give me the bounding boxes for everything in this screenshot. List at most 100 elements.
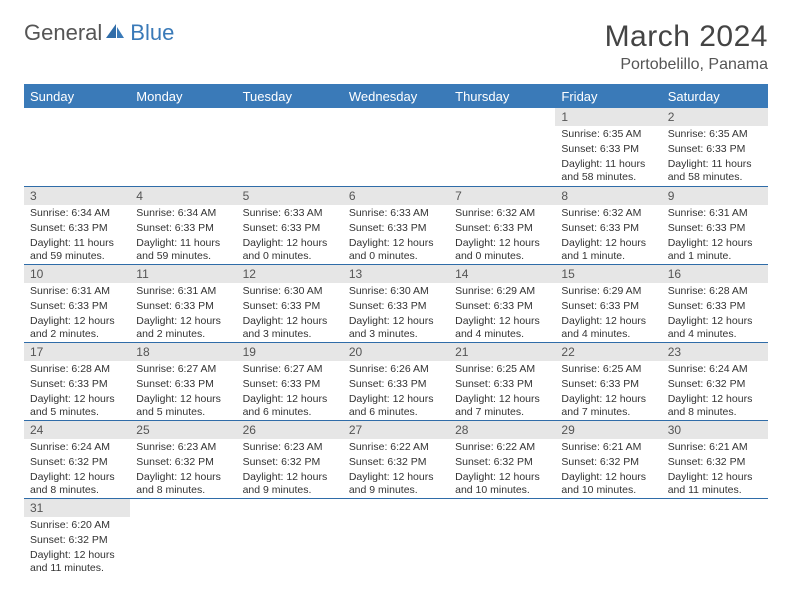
weekday-header: Wednesday [343,84,449,108]
daylight-text: Daylight: 12 hours and 7 minutes. [555,391,661,419]
daylight-text: Daylight: 12 hours and 5 minutes. [24,391,130,419]
daylight-text: Daylight: 12 hours and 8 minutes. [24,469,130,497]
day-number: 5 [237,187,343,205]
calendar-cell: 6Sunrise: 6:33 AMSunset: 6:33 PMDaylight… [343,186,449,264]
day-number [237,108,343,126]
calendar-cell: 30Sunrise: 6:21 AMSunset: 6:32 PMDayligh… [662,420,768,498]
day-number [343,499,449,517]
daylight-text: Daylight: 12 hours and 7 minutes. [449,391,555,419]
day-number [24,108,130,126]
day-number: 18 [130,343,236,361]
sunrise-text: Sunrise: 6:24 AM [24,439,130,454]
sunset-text: Sunset: 6:33 PM [449,376,555,391]
sunset-text: Sunset: 6:33 PM [130,220,236,235]
sunset-text: Sunset: 6:33 PM [130,298,236,313]
day-number: 4 [130,187,236,205]
daylight-text: Daylight: 12 hours and 3 minutes. [343,313,449,341]
sunset-text: Sunset: 6:33 PM [343,298,449,313]
sunset-text: Sunset: 6:32 PM [343,454,449,469]
calendar-cell: 23Sunrise: 6:24 AMSunset: 6:32 PMDayligh… [662,342,768,420]
sunrise-text: Sunrise: 6:31 AM [24,283,130,298]
calendar-cell [237,108,343,186]
calendar-week-row: 24Sunrise: 6:24 AMSunset: 6:32 PMDayligh… [24,420,768,498]
day-number [343,108,449,126]
daylight-text: Daylight: 11 hours and 58 minutes. [555,156,661,184]
day-number: 2 [662,108,768,126]
location-label: Portobelillo, Panama [605,56,768,74]
sunrise-text: Sunrise: 6:25 AM [555,361,661,376]
sunset-text: Sunset: 6:33 PM [24,376,130,391]
day-number [662,499,768,517]
calendar-cell: 18Sunrise: 6:27 AMSunset: 6:33 PMDayligh… [130,342,236,420]
day-number: 14 [449,265,555,283]
daylight-text: Daylight: 12 hours and 1 minute. [555,235,661,263]
day-number [237,499,343,517]
sunset-text: Sunset: 6:33 PM [449,298,555,313]
header: General Blue March 2024 Portobelillo, Pa… [24,20,768,74]
calendar-cell: 27Sunrise: 6:22 AMSunset: 6:32 PMDayligh… [343,420,449,498]
calendar-cell: 15Sunrise: 6:29 AMSunset: 6:33 PMDayligh… [555,264,661,342]
weekday-header-row: Sunday Monday Tuesday Wednesday Thursday… [24,84,768,108]
calendar-cell: 8Sunrise: 6:32 AMSunset: 6:33 PMDaylight… [555,186,661,264]
sunset-text: Sunset: 6:33 PM [662,141,768,156]
daylight-text: Daylight: 12 hours and 0 minutes. [343,235,449,263]
calendar-week-row: 1Sunrise: 6:35 AMSunset: 6:33 PMDaylight… [24,108,768,186]
sunset-text: Sunset: 6:32 PM [449,454,555,469]
calendar-cell: 1Sunrise: 6:35 AMSunset: 6:33 PMDaylight… [555,108,661,186]
sunrise-text: Sunrise: 6:31 AM [130,283,236,298]
daylight-text: Daylight: 12 hours and 10 minutes. [555,469,661,497]
sunset-text: Sunset: 6:33 PM [24,298,130,313]
day-number: 24 [24,421,130,439]
sunrise-text: Sunrise: 6:29 AM [449,283,555,298]
daylight-text: Daylight: 12 hours and 4 minutes. [449,313,555,341]
sunrise-text: Sunrise: 6:34 AM [24,205,130,220]
calendar-cell: 31Sunrise: 6:20 AMSunset: 6:32 PMDayligh… [24,498,130,576]
daylight-text: Daylight: 12 hours and 2 minutes. [130,313,236,341]
calendar-cell: 10Sunrise: 6:31 AMSunset: 6:33 PMDayligh… [24,264,130,342]
day-number: 15 [555,265,661,283]
sunrise-text: Sunrise: 6:32 AM [555,205,661,220]
daylight-text: Daylight: 11 hours and 59 minutes. [24,235,130,263]
daylight-text: Daylight: 12 hours and 3 minutes. [237,313,343,341]
weekday-header: Friday [555,84,661,108]
calendar-cell: 25Sunrise: 6:23 AMSunset: 6:32 PMDayligh… [130,420,236,498]
logo: General Blue [24,20,174,46]
calendar-cell [130,108,236,186]
sunset-text: Sunset: 6:33 PM [237,220,343,235]
day-number: 12 [237,265,343,283]
sunrise-text: Sunrise: 6:23 AM [237,439,343,454]
daylight-text: Daylight: 12 hours and 9 minutes. [343,469,449,497]
sunset-text: Sunset: 6:33 PM [555,220,661,235]
calendar-cell [343,108,449,186]
day-number: 23 [662,343,768,361]
day-number: 25 [130,421,236,439]
calendar-cell: 3Sunrise: 6:34 AMSunset: 6:33 PMDaylight… [24,186,130,264]
day-number: 10 [24,265,130,283]
title-block: March 2024 Portobelillo, Panama [605,20,768,74]
day-number [449,499,555,517]
calendar-cell [130,498,236,576]
daylight-text: Daylight: 12 hours and 10 minutes. [449,469,555,497]
calendar-cell [449,498,555,576]
sunrise-text: Sunrise: 6:28 AM [662,283,768,298]
page-title: March 2024 [605,20,768,54]
sunrise-text: Sunrise: 6:30 AM [237,283,343,298]
day-number: 8 [555,187,661,205]
calendar-cell [237,498,343,576]
day-number: 17 [24,343,130,361]
sunrise-text: Sunrise: 6:24 AM [662,361,768,376]
sunrise-text: Sunrise: 6:25 AM [449,361,555,376]
calendar-cell [662,498,768,576]
calendar-cell: 13Sunrise: 6:30 AMSunset: 6:33 PMDayligh… [343,264,449,342]
calendar-cell: 17Sunrise: 6:28 AMSunset: 6:33 PMDayligh… [24,342,130,420]
daylight-text: Daylight: 12 hours and 8 minutes. [662,391,768,419]
weekday-header: Thursday [449,84,555,108]
sunrise-text: Sunrise: 6:34 AM [130,205,236,220]
weekday-header: Monday [130,84,236,108]
day-number: 20 [343,343,449,361]
calendar-week-row: 31Sunrise: 6:20 AMSunset: 6:32 PMDayligh… [24,498,768,576]
day-number [130,499,236,517]
weekday-header: Saturday [662,84,768,108]
sunrise-text: Sunrise: 6:33 AM [343,205,449,220]
daylight-text: Daylight: 12 hours and 9 minutes. [237,469,343,497]
